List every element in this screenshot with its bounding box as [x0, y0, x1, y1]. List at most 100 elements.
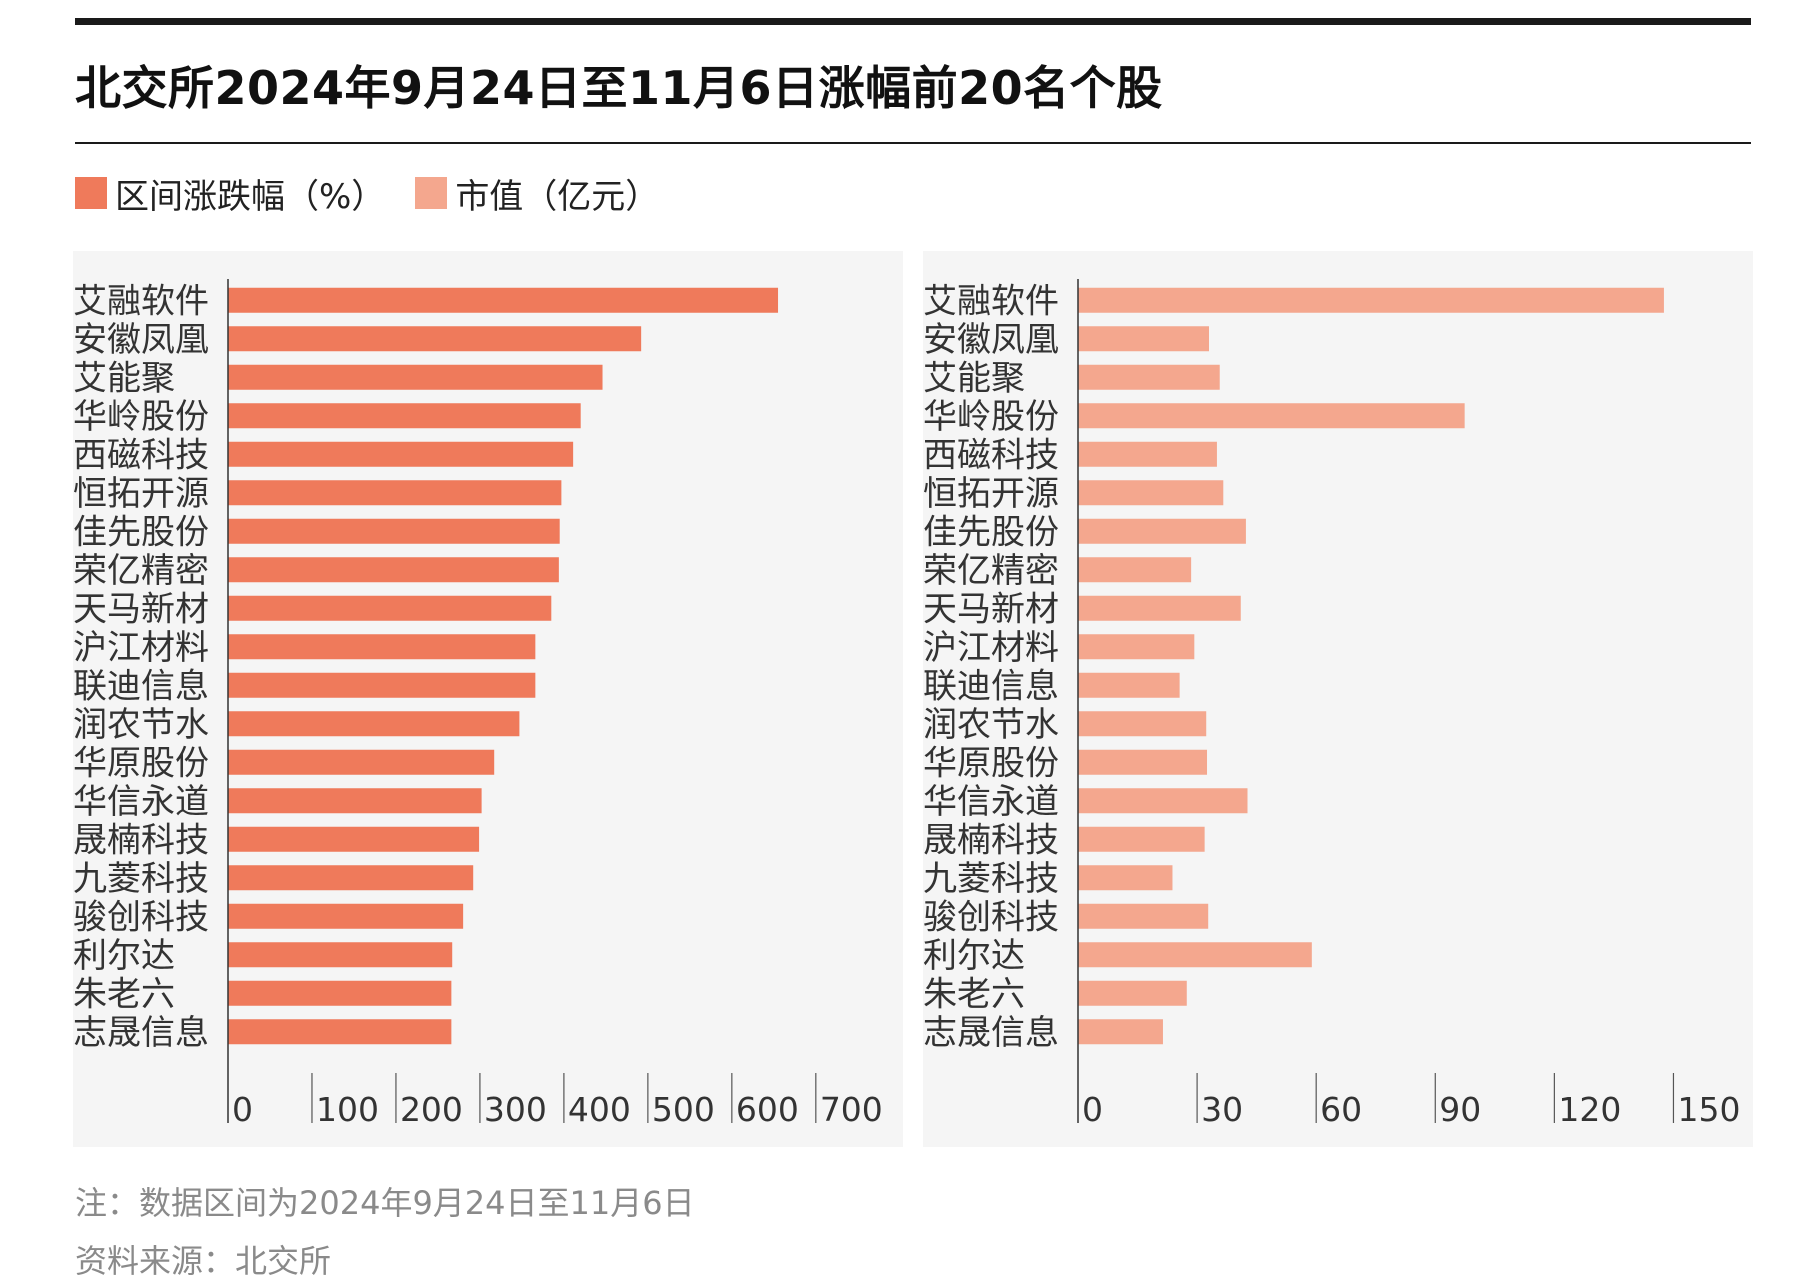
- x-tick-label: 700: [820, 1090, 883, 1129]
- category-label: 华岭股份: [923, 397, 1059, 437]
- bar-chart-change: 艾融软件安徽凤凰艾能聚华岭股份西磁科技恒拓开源佳先股份荣亿精密天马新材沪江材料联…: [73, 279, 883, 1129]
- category-label: 天马新材: [923, 589, 1059, 629]
- category-label: 骏创科技: [73, 897, 209, 937]
- x-tick-label: 0: [232, 1090, 253, 1129]
- bar: [228, 326, 642, 352]
- bar: [228, 672, 536, 698]
- bar: [228, 287, 779, 313]
- bar: [228, 980, 452, 1006]
- legend-label-market-cap: 市值（亿元）: [455, 176, 660, 217]
- bar-chart-market-cap: 艾融软件安徽凤凰艾能聚华岭股份西磁科技恒拓开源佳先股份荣亿精密天马新材沪江材料联…: [923, 279, 1740, 1129]
- top-rule: [75, 18, 1751, 25]
- x-tick-label: 90: [1439, 1090, 1481, 1129]
- category-label: 安徽凤凰: [923, 320, 1059, 360]
- bar: [1078, 672, 1180, 698]
- category-label: 九菱科技: [923, 859, 1059, 899]
- category-label: 骏创科技: [923, 897, 1059, 937]
- x-tick-label: 30: [1201, 1090, 1243, 1129]
- bar: [228, 749, 495, 775]
- legend-label-change: 区间涨跌幅（%）: [115, 176, 386, 217]
- bar: [1078, 287, 1664, 313]
- bar: [228, 788, 482, 814]
- category-label: 华原股份: [73, 743, 209, 783]
- legend-swatch-market-cap: [415, 177, 448, 209]
- category-label: 润农节水: [73, 705, 209, 745]
- bar: [228, 557, 559, 583]
- bar: [1078, 980, 1187, 1006]
- category-label: 恒拓开源: [73, 474, 209, 514]
- bar: [228, 1019, 452, 1045]
- category-label: 晟楠科技: [73, 820, 209, 860]
- category-label: 华岭股份: [73, 397, 209, 437]
- bar: [1078, 826, 1205, 852]
- x-tick-label: 60: [1320, 1090, 1362, 1129]
- bar: [1078, 942, 1312, 968]
- category-label: 荣亿精密: [923, 551, 1059, 591]
- category-label: 润农节水: [923, 705, 1059, 745]
- x-tick-label: 400: [568, 1090, 631, 1129]
- category-label: 华信永道: [73, 782, 209, 822]
- bar: [228, 711, 520, 737]
- category-label: 佳先股份: [923, 512, 1059, 552]
- legend-item-market-cap: 市值（亿元）: [415, 169, 659, 218]
- bar: [1078, 749, 1208, 775]
- bar: [1078, 557, 1192, 583]
- chart-panel-change: 艾融软件 安徽凤凰 艾能聚 华岭股份 西磁科技 恒拓开源 佳先股份 荣亿精密 天马新材 沪江材料联…: [73, 251, 903, 1147]
- category-label: 艾融软件: [73, 281, 209, 321]
- bar: [228, 480, 562, 506]
- bar: [1078, 1019, 1163, 1045]
- category-label: 西磁科技: [73, 435, 209, 475]
- legend-item-change: 区间涨跌幅（%）: [75, 169, 385, 218]
- category-label: 艾能聚: [923, 358, 1025, 398]
- x-tick-label: 150: [1677, 1090, 1740, 1129]
- x-tick-label: 500: [652, 1090, 715, 1129]
- bar: [228, 518, 560, 544]
- bar: [1078, 364, 1220, 390]
- bar: [1078, 326, 1209, 352]
- category-label: 沪江材料: [73, 628, 209, 668]
- category-label: 艾能聚: [73, 358, 175, 398]
- bar: [228, 942, 453, 968]
- bar: [228, 903, 464, 929]
- category-label: 天马新材: [73, 589, 209, 629]
- chart-title: 北交所2024年9月24日至11月6日涨幅前20名个股: [75, 61, 1163, 115]
- x-tick-label: 200: [400, 1090, 463, 1129]
- category-label: 佳先股份: [73, 512, 209, 552]
- x-tick-label: 100: [316, 1090, 379, 1129]
- x-tick-label: 300: [484, 1090, 547, 1129]
- footnote: 注：数据区间为2024年9月24日至11月6日: [75, 1184, 695, 1222]
- category-label: 晟楠科技: [923, 820, 1059, 860]
- bar: [228, 403, 581, 429]
- bar: [1078, 441, 1217, 467]
- chart-panel-market-cap: 艾融软件 安徽凤凰 艾能聚 华岭股份 西磁科技 恒拓开源 佳先股份 荣亿精密 天马新材 沪江材料联…: [923, 251, 1753, 1147]
- legend-swatch-change: [75, 177, 107, 209]
- category-label: 朱老六: [923, 974, 1025, 1014]
- title-rule: [75, 142, 1751, 144]
- bar: [1078, 903, 1209, 929]
- bar: [1078, 403, 1465, 429]
- bar: [228, 634, 536, 660]
- bar: [1078, 595, 1241, 621]
- category-label: 华信永道: [923, 782, 1059, 822]
- category-label: 志晟信息: [73, 1013, 209, 1053]
- category-label: 朱老六: [73, 974, 175, 1014]
- category-label: 西磁科技: [923, 435, 1059, 475]
- bar: [1078, 480, 1224, 506]
- bar: [228, 826, 480, 852]
- bar: [1078, 865, 1173, 891]
- bar: [228, 865, 474, 891]
- category-label: 联迪信息: [73, 666, 209, 706]
- category-label: 华原股份: [923, 743, 1059, 783]
- x-tick-label: 0: [1082, 1090, 1103, 1129]
- category-label: 沪江材料: [923, 628, 1059, 668]
- bar: [1078, 788, 1248, 814]
- category-label: 恒拓开源: [923, 474, 1059, 514]
- bar: [228, 441, 574, 467]
- category-label: 利尔达: [73, 936, 175, 976]
- bar: [228, 364, 603, 390]
- category-label: 荣亿精密: [73, 551, 209, 591]
- x-tick-label: 600: [736, 1090, 799, 1129]
- category-label: 利尔达: [923, 936, 1025, 976]
- bar: [1078, 711, 1207, 737]
- category-label: 艾融软件: [923, 281, 1059, 321]
